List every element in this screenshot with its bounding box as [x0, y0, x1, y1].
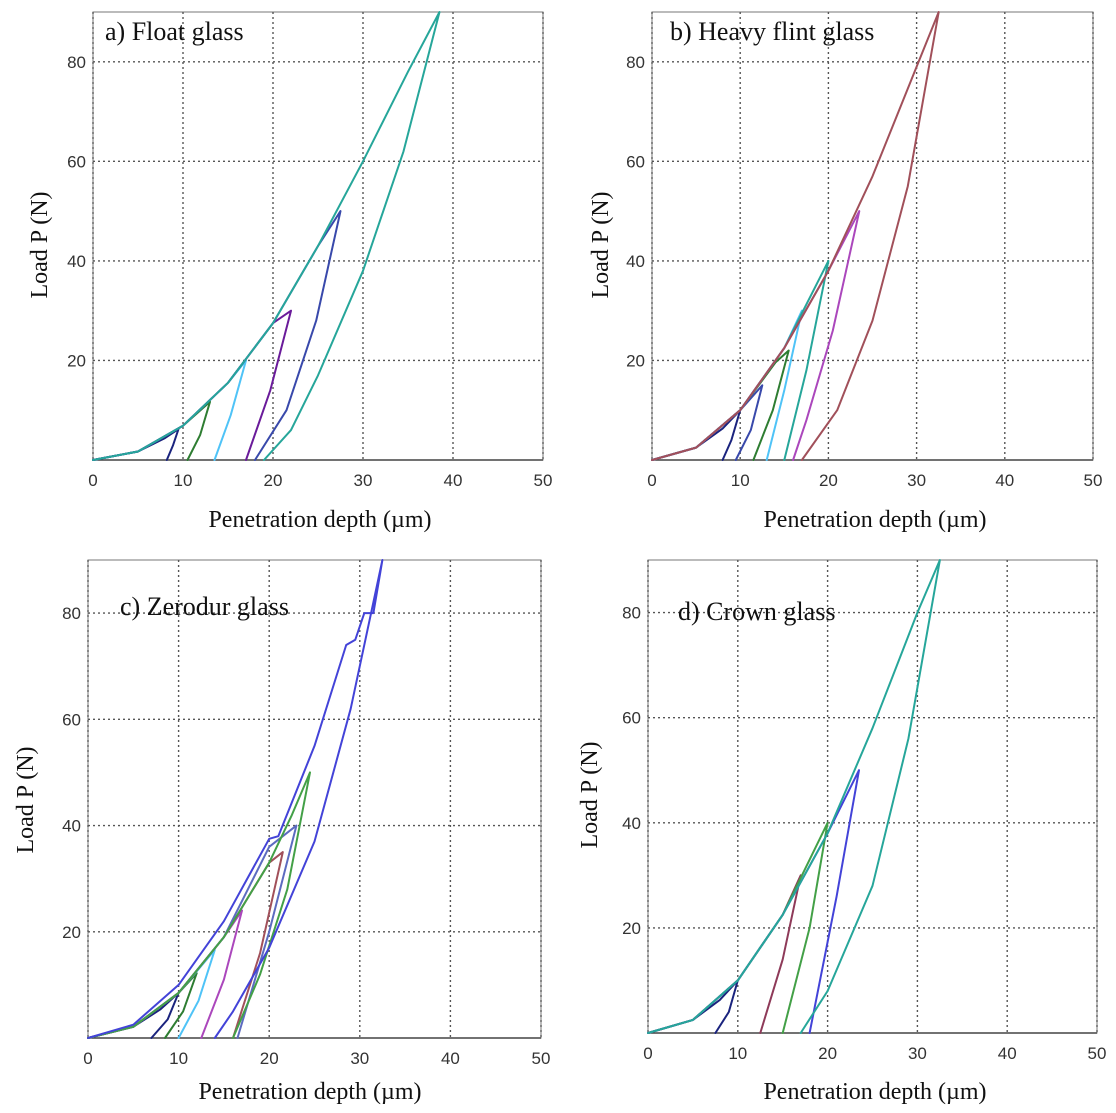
- x-axis-title: Penetration depth (µm): [208, 507, 431, 533]
- y-tick-label: 20: [626, 351, 645, 370]
- y-axis-title: Load P (N): [577, 741, 603, 848]
- x-tick-label: 50: [534, 471, 553, 490]
- y-axis-title: Load P (N): [588, 191, 614, 298]
- y-tick-label: 80: [67, 53, 86, 72]
- load-curve-crown-glass-2: [647, 874, 802, 1034]
- x-tick-label: 30: [350, 1049, 369, 1068]
- panel-title-float-glass: a) Float glass: [105, 17, 244, 46]
- plot-frame: [92, 11, 544, 461]
- x-tick-label: 20: [264, 471, 283, 490]
- x-tick-label: 0: [643, 1044, 652, 1063]
- load-curve-zerodur-glass-1: [87, 991, 180, 1039]
- panel-crown-glass: 0 10 20 30 40 50 20 40 60 80 Penetration depth (µm…: [577, 559, 1107, 1105]
- x-tick-label: 50: [1084, 471, 1103, 490]
- y-axis-title: Load P (N): [13, 746, 39, 853]
- y-tick-label: 40: [626, 252, 645, 271]
- load-curve-float-glass-5: [92, 210, 342, 461]
- y-tick-label: 20: [67, 351, 86, 370]
- load-curve-zerodur-glass-3: [87, 948, 216, 1039]
- y-tick-label: 40: [622, 814, 641, 833]
- load-curve-zerodur-glass-8: [87, 559, 384, 1039]
- panel-zerodur-glass: 0 10 20 30 40 50 20 40 60 80 Penetration depth (µm…: [13, 559, 551, 1105]
- x-tick-label: 10: [731, 471, 750, 490]
- y-tick-label: 60: [626, 152, 645, 171]
- x-tick-label: 10: [169, 1049, 188, 1068]
- y-tick-label: 60: [62, 710, 81, 729]
- x-axis-title: Penetration depth (µm): [763, 507, 986, 533]
- x-tick-label: 20: [818, 1044, 837, 1063]
- x-tick-label: 40: [995, 471, 1014, 490]
- plot-frame: [651, 11, 1094, 461]
- y-tick-label: 60: [622, 709, 641, 728]
- panel-float-glass: 0 10 20 30 40 50 20 40 60 80 Penetration depth (µm…: [27, 11, 553, 533]
- load-curve-heavy-flint-glass-1: [651, 409, 742, 461]
- x-tick-label: 50: [532, 1049, 551, 1068]
- x-tick-label: 10: [174, 471, 193, 490]
- x-tick-label: 40: [444, 471, 463, 490]
- y-tick-label: 80: [62, 604, 81, 623]
- x-tick-label: 20: [260, 1049, 279, 1068]
- panel-title-zerodur-glass: c) Zerodur glass: [120, 592, 289, 621]
- panel-title-crown-glass: d) Crown glass: [678, 597, 835, 626]
- y-axis-title: Load P (N): [27, 191, 53, 298]
- x-tick-label: 30: [907, 471, 926, 490]
- y-tick-label: 20: [622, 919, 641, 938]
- x-tick-label: 40: [998, 1044, 1017, 1063]
- y-tick-label: 60: [67, 152, 86, 171]
- x-tick-label: 20: [819, 471, 838, 490]
- plot-frame: [647, 559, 1098, 1034]
- load-curve-float-glass-4: [92, 309, 292, 461]
- load-curve-heavy-flint-glass-2: [651, 384, 764, 461]
- y-tick-label: 40: [67, 252, 86, 271]
- x-tick-label: 10: [728, 1044, 747, 1063]
- y-tick-label: 80: [622, 604, 641, 623]
- x-tick-label: 30: [908, 1044, 927, 1063]
- load-curve-heavy-flint-glass-3: [651, 349, 790, 461]
- load-curve-crown-glass-5: [647, 559, 941, 1034]
- y-tick-label: 20: [62, 923, 81, 942]
- y-tick-label: 80: [626, 53, 645, 72]
- load-curve-float-glass-3: [92, 359, 247, 461]
- x-tick-label: 30: [354, 471, 373, 490]
- plot-frame: [87, 559, 542, 1039]
- load-curve-float-glass-2: [92, 400, 211, 461]
- panel-heavy-flint-glass: 0 10 20 30 40 50 20 40 60 80 Penetration depth (µm…: [588, 11, 1103, 533]
- load-curve-float-glass-1: [92, 428, 180, 461]
- x-axis-title: Penetration depth (µm): [198, 1079, 421, 1105]
- load-curve-float-glass-6: [92, 11, 441, 461]
- load-curve-crown-glass-1: [647, 979, 739, 1034]
- x-axis-title: Penetration depth (µm): [763, 1079, 986, 1105]
- y-tick-label: 40: [62, 817, 81, 836]
- panel-title-heavy-flint-glass: b) Heavy flint glass: [670, 17, 874, 46]
- x-tick-label: 40: [441, 1049, 460, 1068]
- load-curve-heavy-flint-glass-7: [651, 11, 940, 461]
- x-tick-label: 0: [88, 471, 97, 490]
- x-tick-label: 50: [1088, 1044, 1107, 1063]
- load-curve-zerodur-glass-7: [87, 771, 311, 1039]
- x-tick-label: 0: [83, 1049, 92, 1068]
- x-tick-label: 0: [647, 471, 656, 490]
